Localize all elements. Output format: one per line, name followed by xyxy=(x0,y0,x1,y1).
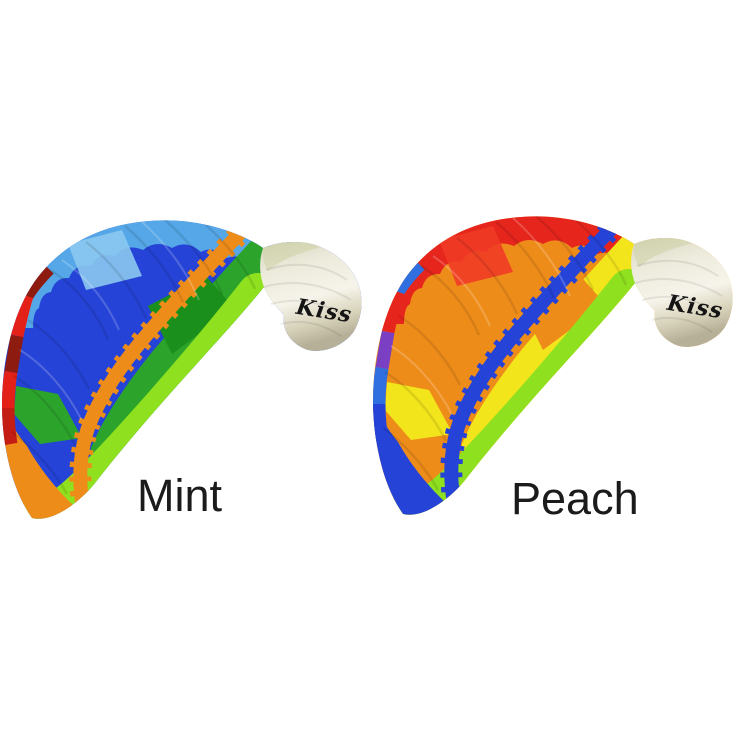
edge-cell xyxy=(2,407,18,446)
edge-cell xyxy=(392,260,425,296)
panel-left-wedge xyxy=(14,386,82,444)
panel-top-patch xyxy=(68,230,142,290)
wingtip-flap xyxy=(260,242,362,351)
rib-highlights xyxy=(390,217,571,416)
wingtip-tint xyxy=(262,241,321,271)
edge-cell xyxy=(373,403,389,442)
rib-texture xyxy=(11,220,257,495)
panel-stripe xyxy=(73,221,253,510)
panel-diamond-upper xyxy=(148,276,234,354)
wingtip-tint xyxy=(633,237,692,267)
wingtip-creases xyxy=(634,259,723,333)
edge-cell xyxy=(10,293,34,338)
rib-highlights xyxy=(19,221,200,420)
edge-cell xyxy=(21,264,54,300)
panel-stripe xyxy=(444,217,624,506)
edge-cell xyxy=(373,366,389,405)
panel-diamond-upper xyxy=(519,272,605,350)
panel-bottom-band xyxy=(373,401,444,515)
wingtip-creases xyxy=(263,263,352,337)
edge-cell xyxy=(2,370,18,409)
rib-texture xyxy=(382,216,628,491)
panel-top-patch xyxy=(439,226,513,286)
wingtip-flap xyxy=(631,238,733,347)
panel-left-wedge xyxy=(385,382,453,440)
wing-canopy-peach: Kiss xyxy=(373,216,733,515)
edge-cell xyxy=(4,334,24,374)
colorway-label-peach: Peach xyxy=(511,473,639,524)
colorway-label-mint: Mint xyxy=(137,470,223,521)
edge-cell xyxy=(381,289,405,334)
wing-canopy-mint: Kiss xyxy=(2,220,362,519)
edge-cell xyxy=(375,330,395,370)
panel-bottom-band xyxy=(2,405,73,519)
